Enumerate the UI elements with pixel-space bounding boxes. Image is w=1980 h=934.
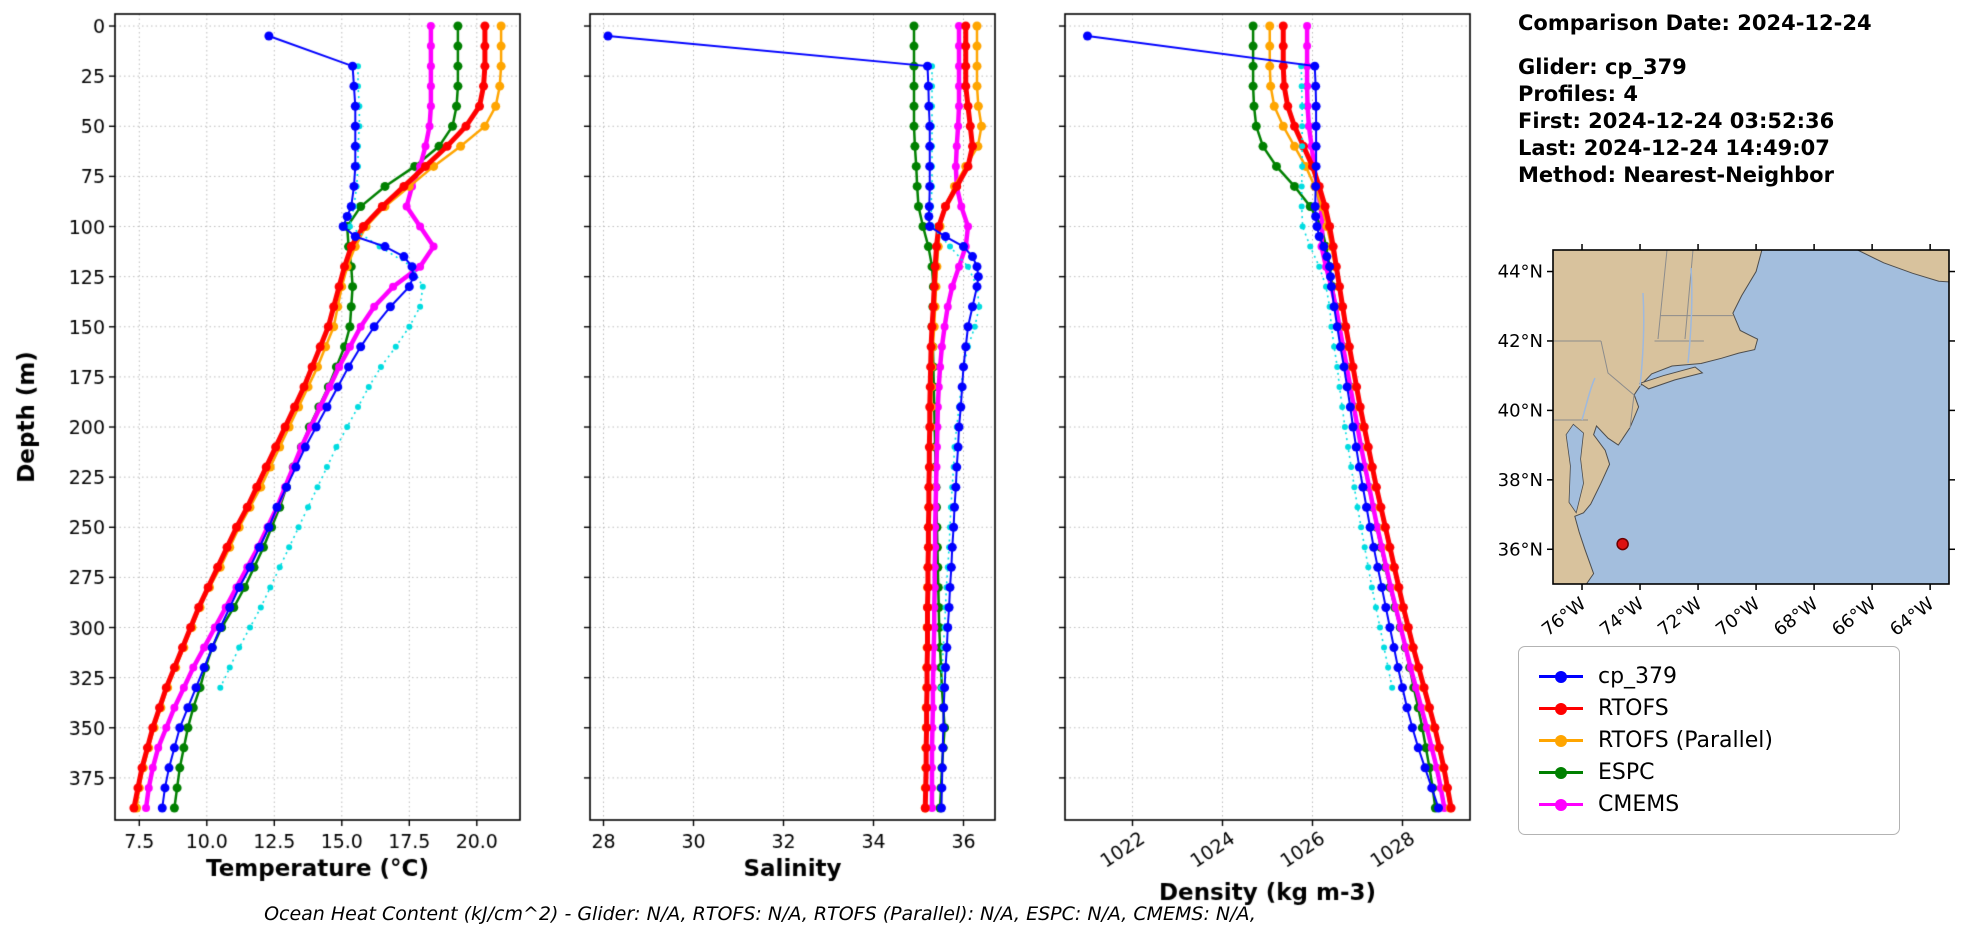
legend-marker [1539,734,1583,747]
profiles-count-text: Profiles: 4 [1518,82,1639,106]
method-text: Method: Nearest-Neighbor [1518,163,1834,187]
map-rivers [1581,267,1693,421]
legend-marker [1539,766,1583,779]
legend-item: CMEMS [1539,792,1879,817]
map-lat-tick-label: 36°N [1498,539,1543,560]
map-lon-tick-label: 64°W [1886,593,1938,640]
first-profile-time-text: First: 2024-12-24 03:52:36 [1518,109,1835,133]
map-lon-tick-label: 72°W [1654,593,1706,640]
map-frame [1552,249,1950,585]
map-chesapeake-bay [1565,423,1584,514]
legend-item: RTOFS [1539,696,1879,721]
legend-item: cp_379 [1539,664,1879,689]
glider-name-text: Glider: cp_379 [1518,55,1687,79]
legend-marker-dot [1555,734,1567,747]
map-lon-tick-label: 74°W [1596,593,1648,640]
legend-label: RTOFS [1598,696,1669,721]
legend-label: CMEMS [1598,792,1680,817]
legend-marker [1539,798,1583,811]
legend-marker-dot [1555,798,1567,811]
legend-label: ESPC [1598,760,1655,785]
legend-label: RTOFS (Parallel) [1598,728,1773,753]
legend-marker-dot [1555,670,1567,683]
map-lon-tick-label: 66°W [1828,593,1880,640]
legend: cp_379 RTOFS RTOFS (Parallel) ESPC CMEMS [1518,646,1900,835]
map-lon-tick-label: 68°W [1770,593,1822,640]
ohc-footer-text: Ocean Heat Content (kJ/cm^2) - Glider: N… [264,903,1256,925]
legend-marker-dot [1555,702,1567,715]
map-lat-tick-label: 38°N [1498,470,1543,491]
map-lon-tick-label: 76°W [1538,593,1590,640]
legend-marker-dot [1555,766,1567,779]
glider-location-marker [1616,537,1629,551]
profile-plots-canvas [0,0,1520,934]
legend-label: cp_379 [1598,664,1678,689]
map-lat-tick-label: 44°N [1498,262,1543,283]
legend-marker [1539,702,1583,715]
map-inset: 76°W 74°W 72°W 70°W 68°W 66°W 64°W 44°N 42°N 40°N… [1498,244,1955,641]
legend-item: RTOFS (Parallel) [1539,728,1879,753]
map-state-borders [1553,250,1733,429]
map-land-nova-scotia [1857,250,1949,283]
legend-item: ESPC [1539,760,1879,785]
map-lon-tick-label: 70°W [1712,593,1764,640]
legend-marker [1539,670,1583,683]
map-lat-tick-label: 42°N [1498,331,1543,352]
info-panel: Comparison Date: 2024-12-24 Glider: cp_3… [1518,10,1872,189]
map-land-long-island [1638,366,1704,390]
last-profile-time-text: Last: 2024-12-24 14:49:07 [1518,136,1830,160]
map-lat-tick-label: 40°N [1498,400,1543,421]
comparison-date-text: Comparison Date: 2024-12-24 [1518,11,1872,35]
